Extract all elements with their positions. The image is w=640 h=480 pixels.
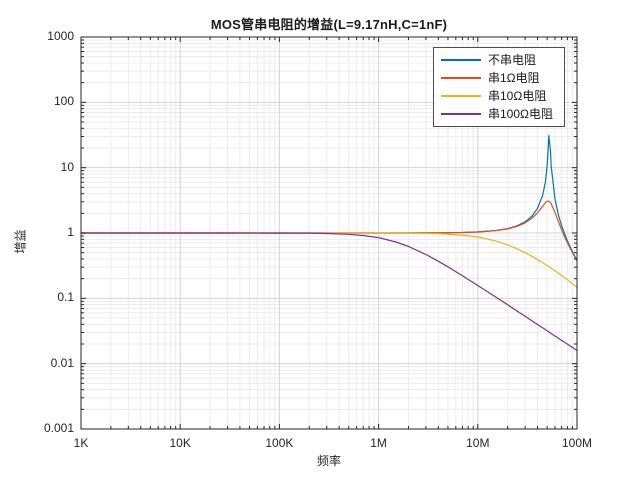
legend-label: 串100Ω电阻	[488, 107, 553, 121]
x-tick-label: 1M	[370, 436, 387, 450]
y-tick-label: 10	[60, 159, 74, 174]
y-tick-label: 100	[53, 94, 74, 109]
x-tick-label: 100M	[561, 436, 593, 450]
legend-label: 串1Ω电阻	[488, 71, 540, 85]
chart-title: MOS管串电阻的增益(L=9.17nH,C=1nF)	[210, 17, 448, 32]
legend-line-swatch	[441, 77, 481, 79]
y-tick-label: 0.1	[57, 290, 74, 305]
legend-item: 不串电阻	[434, 51, 564, 69]
x-axis-label: 频率	[316, 454, 341, 468]
legend-item: 串1Ω电阻	[434, 69, 564, 87]
legend-label: 串10Ω电阻	[488, 89, 547, 103]
legend-item: 串10Ω电阻	[434, 87, 564, 105]
legend-line-swatch	[441, 59, 481, 61]
x-tick-label: 10K	[169, 436, 191, 450]
legend: 不串电阻 串1Ω电阻 串10Ω电阻 串100Ω电阻	[433, 47, 565, 127]
legend-label: 不串电阻	[488, 53, 537, 67]
y-tick-label: 0.001	[43, 421, 74, 435]
y-tick-label: 1000	[47, 29, 74, 43]
legend-line-swatch	[441, 95, 481, 97]
x-tick-label: 10M	[466, 436, 490, 450]
y-tick-label: 1	[67, 225, 74, 239]
x-tick-label: 100K	[265, 436, 294, 450]
x-tick-label: 1K	[73, 436, 89, 450]
legend-line-swatch	[441, 113, 481, 115]
legend-item: 串100Ω电阻	[434, 105, 564, 123]
y-tick-label: 0.01	[50, 355, 74, 370]
